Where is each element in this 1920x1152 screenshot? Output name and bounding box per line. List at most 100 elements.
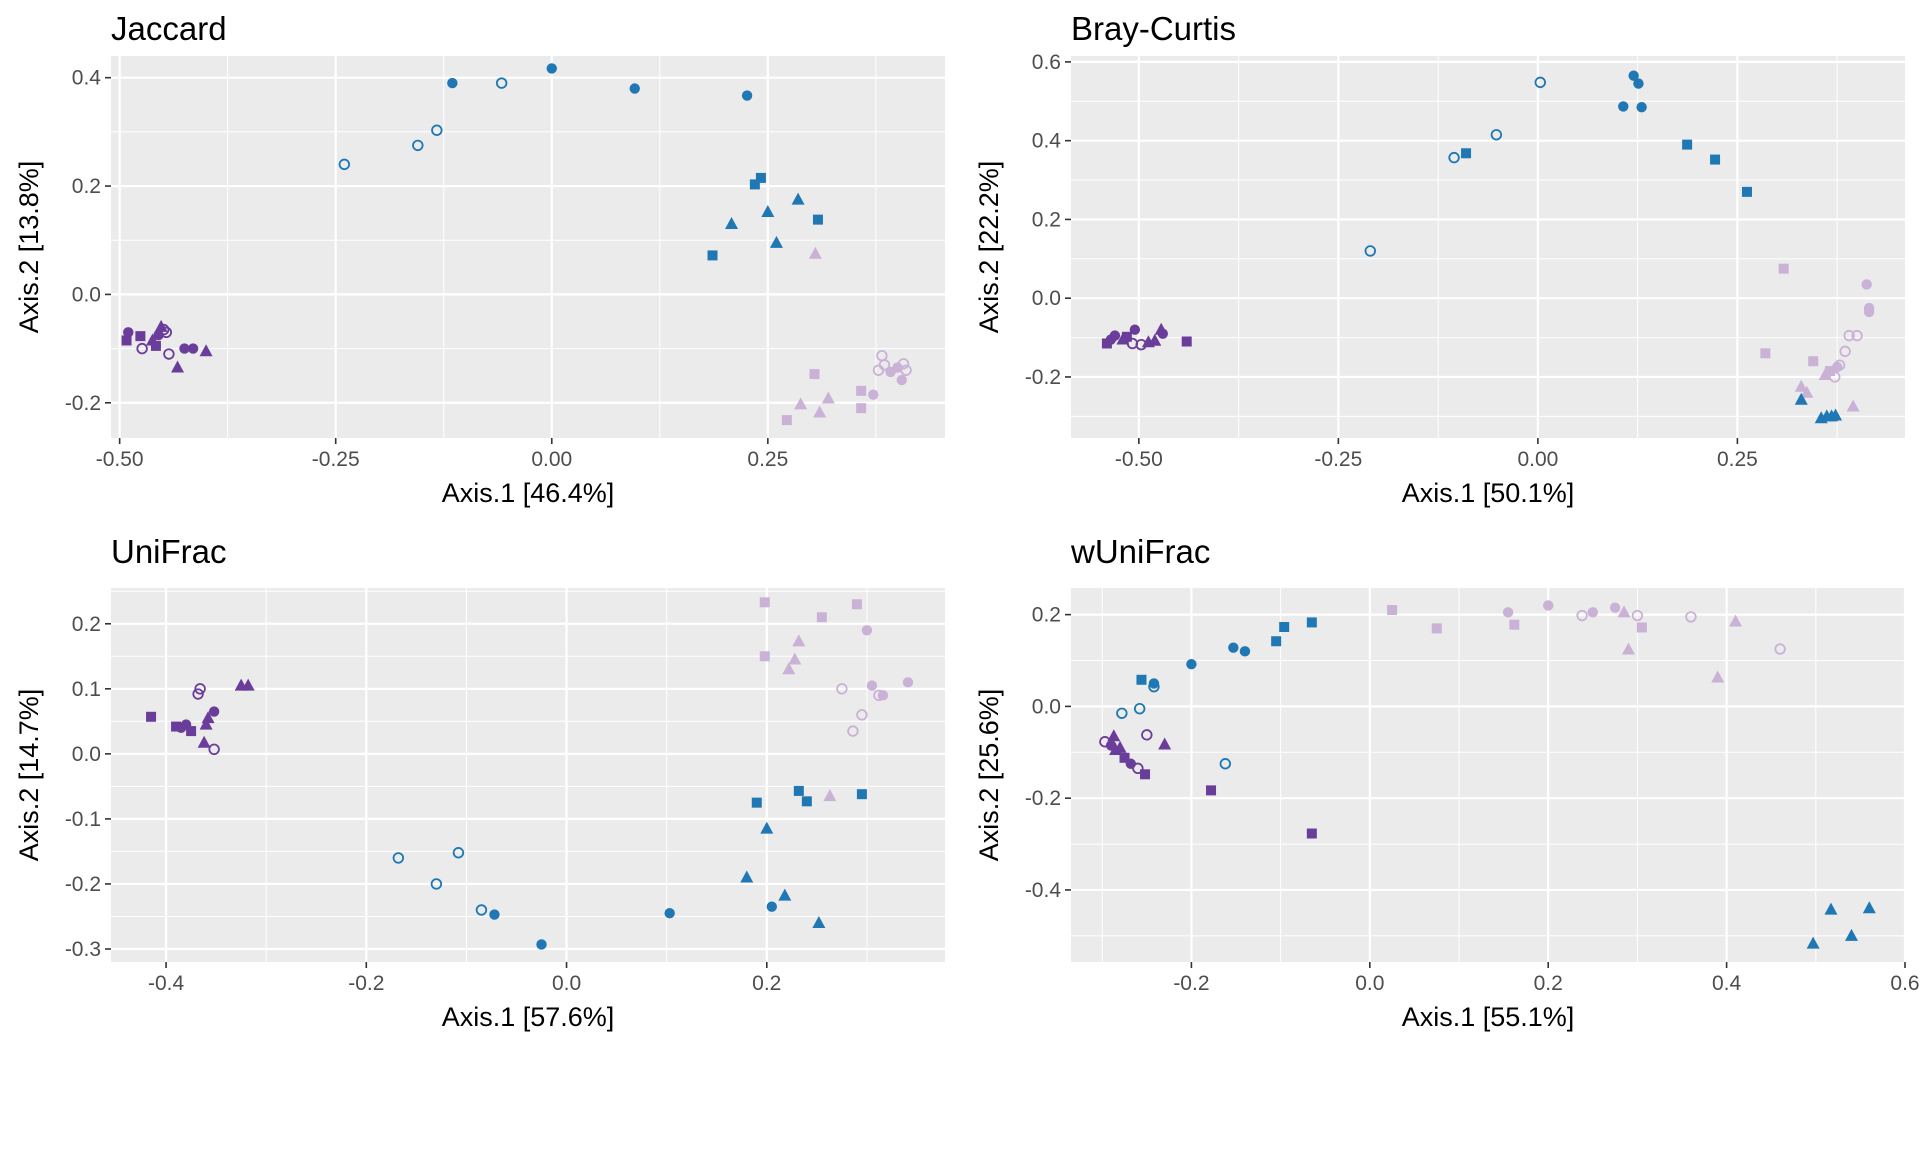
data-point: [1844, 928, 1858, 941]
data-point: [1609, 602, 1621, 613]
x-tick-label: 0.4: [1712, 972, 1742, 995]
data-point: [1806, 936, 1820, 949]
data-point: [1125, 758, 1136, 769]
x-tick-label: -0.25: [312, 448, 360, 471]
data-point: [1219, 758, 1232, 770]
data-point: [629, 83, 640, 94]
data-point: [902, 677, 914, 688]
data-point: [847, 725, 859, 737]
data-point: [1148, 680, 1160, 693]
x-axis-label: Axis.1 [46.4%]: [442, 478, 615, 508]
y-tick-label: 0.2: [1032, 604, 1061, 627]
y-tick-label: -0.2: [65, 392, 101, 415]
data-point: [877, 690, 889, 701]
data-point: [1129, 324, 1141, 335]
x-axis-label: Axis.1 [50.1%]: [1402, 478, 1575, 508]
data-point: [1682, 139, 1693, 150]
data-points: [1099, 600, 1876, 949]
data-point: [801, 796, 812, 807]
data-point: [1800, 385, 1814, 398]
data-point: [1831, 361, 1843, 373]
data-point: [1121, 331, 1132, 342]
data-point: [812, 915, 826, 928]
data-point: [868, 389, 879, 400]
data-point: [707, 250, 718, 261]
y-axis-label: Axis.2 [22.2%]: [974, 161, 1004, 334]
data-points: [121, 63, 912, 426]
data-point: [1618, 101, 1629, 112]
data-point: [338, 158, 351, 171]
data-point: [1839, 345, 1851, 358]
panel-title: wUniFrac: [1070, 533, 1210, 570]
data-point: [146, 711, 157, 722]
data-point: [135, 331, 146, 342]
data-point: [866, 680, 878, 691]
data-point: [778, 888, 792, 901]
data-point: [766, 901, 777, 912]
data-point: [1306, 828, 1317, 839]
data-point: [816, 612, 827, 623]
tick-marks: -0.4 -0.2 0.0 0.2 0.2 0.1 0.0 -0.1 -0.2 -0.3: [65, 613, 782, 995]
data-points: [146, 597, 914, 950]
data-point: [1116, 707, 1128, 719]
data-point: [1636, 622, 1647, 633]
data-point: [199, 717, 213, 730]
panel-title: UniFrac: [111, 533, 227, 570]
data-point: [761, 205, 775, 218]
data-point: [856, 385, 867, 396]
data-point: [1861, 279, 1872, 290]
data-point: [821, 391, 835, 404]
data-point: [1141, 729, 1153, 741]
y-tick-label: -0.2: [1025, 787, 1061, 810]
x-tick-label: -0.2: [348, 972, 384, 995]
x-tick-label: -0.4: [148, 972, 185, 995]
y-tick-label: -0.4: [1025, 879, 1062, 902]
y-tick-label: 0.4: [1032, 130, 1062, 153]
data-point: [755, 172, 766, 183]
data-point: [1729, 614, 1743, 627]
y-tick-label: 0.4: [72, 67, 102, 90]
data-point: [163, 348, 175, 360]
data-point: [136, 342, 148, 355]
y-tick-label: 0.0: [1032, 287, 1061, 310]
data-point: [208, 743, 220, 756]
data-point: [769, 235, 783, 248]
x-axis-label: Axis.1 [57.6%]: [442, 1002, 615, 1032]
data-point: [1148, 333, 1162, 346]
data-point: [861, 625, 873, 636]
data-point: [194, 683, 206, 695]
data-point: [1633, 78, 1644, 89]
data-point: [1228, 642, 1239, 653]
data-point: [896, 374, 907, 386]
data-point: [1206, 785, 1217, 796]
panel-jaccard: Jaccard -0.50 -0.25 0.00 0.250.40.20.0-0.2 …: [14, 10, 945, 508]
data-point: [1101, 338, 1112, 349]
data-point: [187, 343, 199, 354]
data-point: [150, 340, 161, 351]
data-point: [241, 678, 255, 691]
data-point: [1140, 769, 1151, 780]
data-point: [447, 77, 458, 89]
data-point: [740, 870, 754, 883]
data-point: [171, 360, 185, 373]
y-tick-label: -0.2: [65, 873, 101, 896]
data-point: [1490, 129, 1503, 141]
panel-title: Jaccard: [111, 10, 227, 47]
data-point: [836, 683, 848, 695]
data-point: [791, 192, 805, 205]
data-point: [123, 327, 134, 338]
grid-lines: [111, 588, 945, 962]
y-tick-label: 0.2: [1032, 208, 1061, 231]
data-point: [1862, 901, 1876, 914]
data-point: [759, 651, 770, 662]
y-axis-label: Axis.2 [13.8%]: [14, 161, 44, 334]
x-tick-label: 0.00: [1517, 448, 1558, 471]
data-point: [1741, 186, 1752, 197]
grid-lines: [1071, 588, 1907, 962]
data-point: [489, 909, 500, 920]
grid-lines: [111, 56, 945, 438]
data-point: [892, 362, 903, 373]
data-point: [179, 343, 190, 354]
data-point: [794, 397, 808, 410]
data-point: [856, 789, 867, 800]
